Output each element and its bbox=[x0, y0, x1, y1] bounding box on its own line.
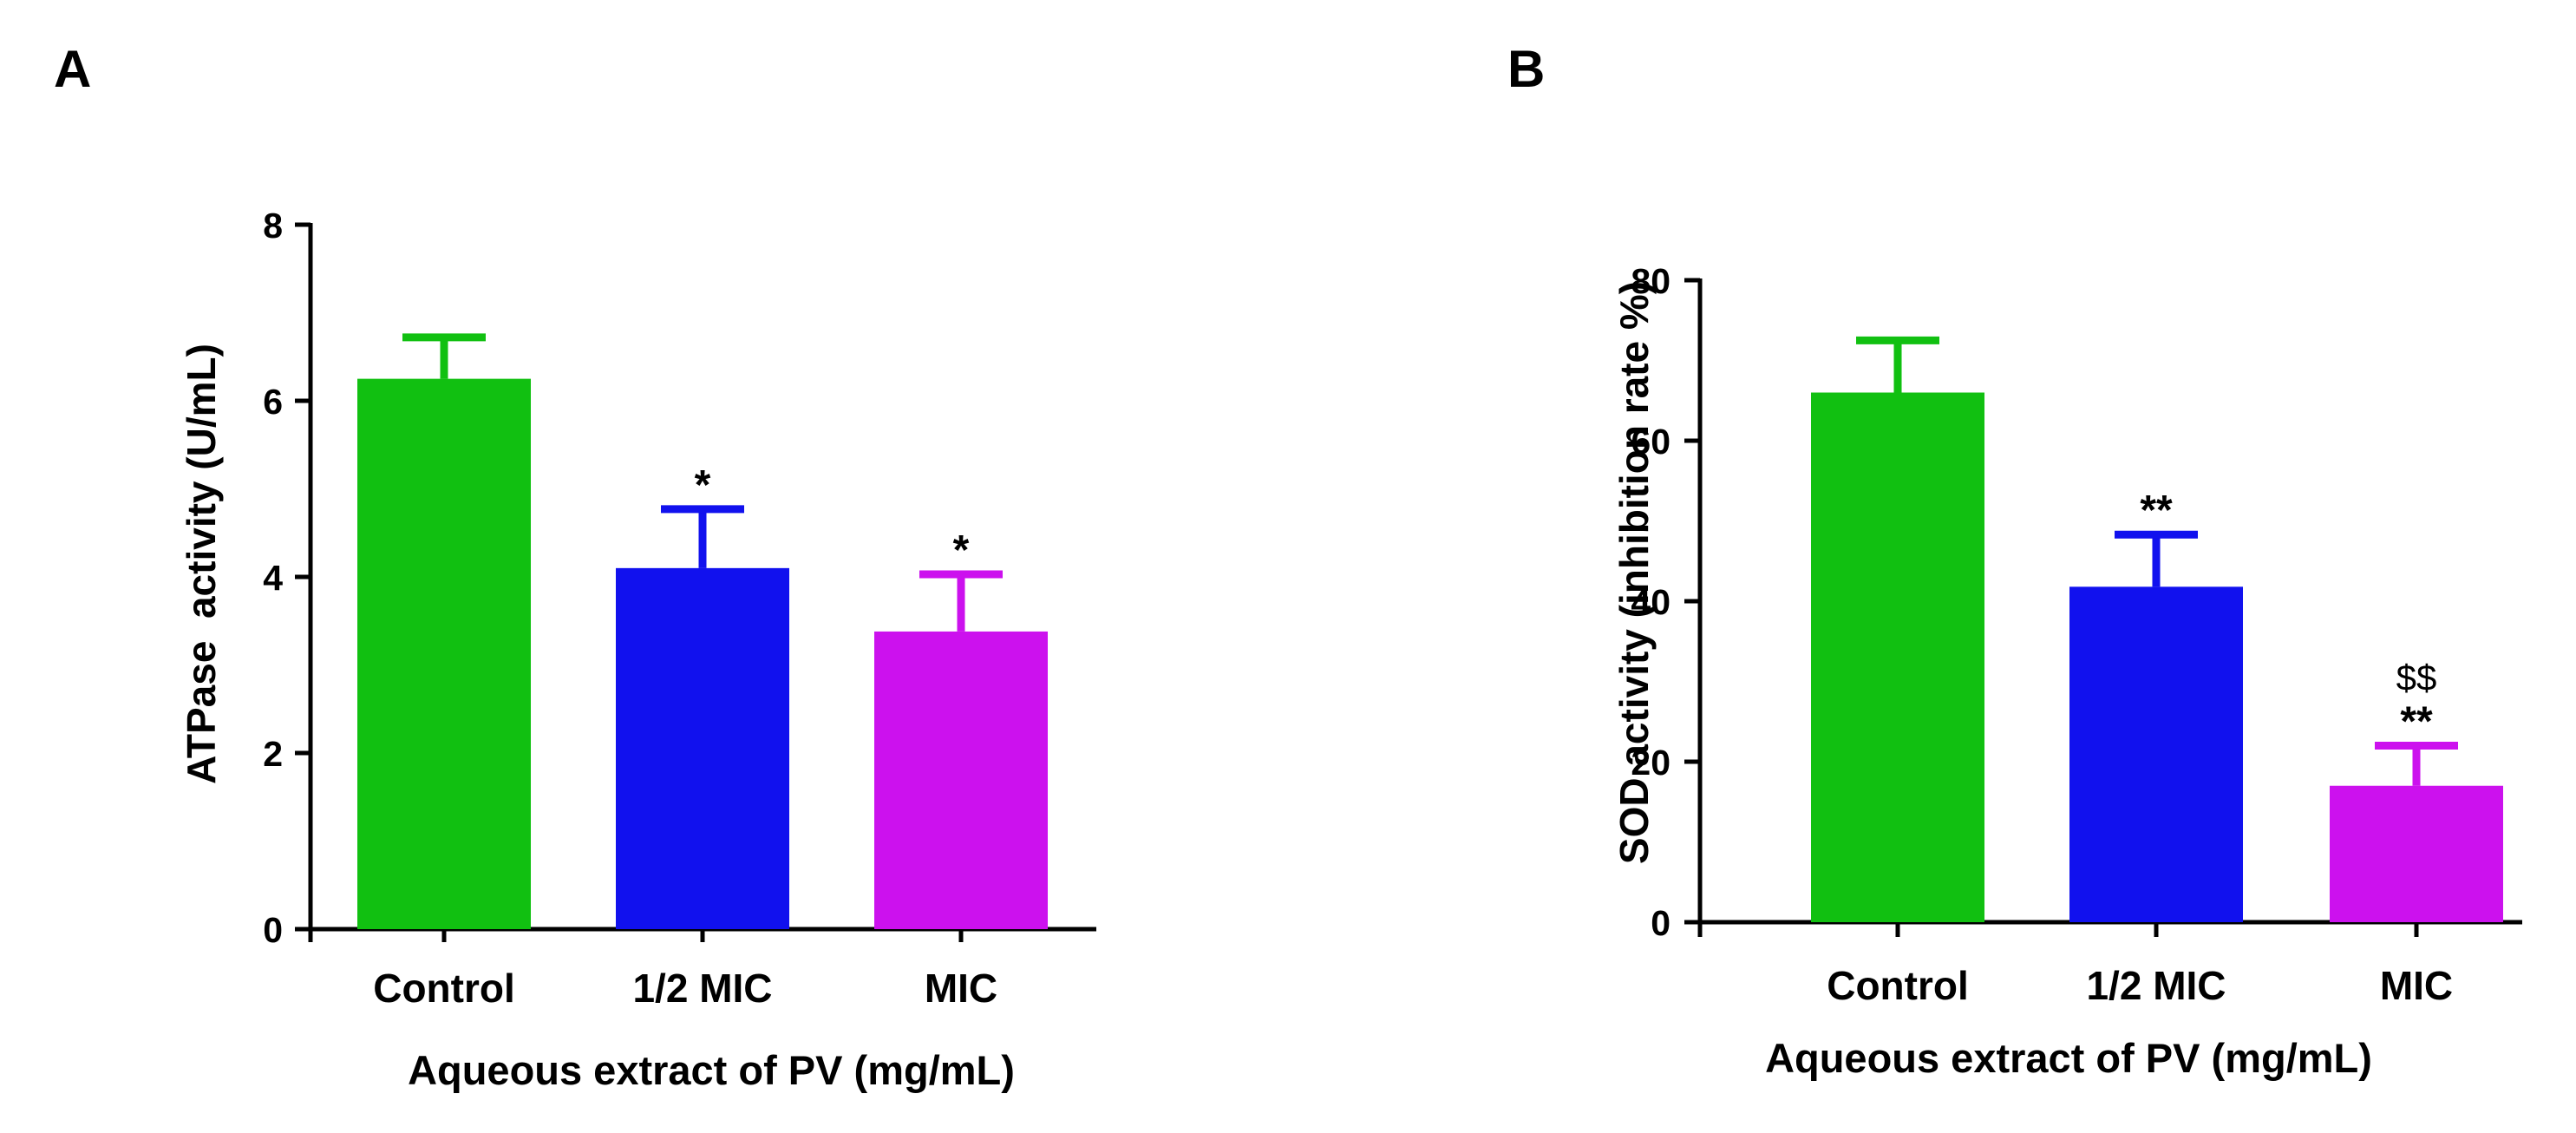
y-tick-label: 20 bbox=[1631, 743, 1670, 783]
panel-letter: B bbox=[1507, 40, 1545, 98]
significance-label-secondary: $$ bbox=[2396, 658, 2437, 698]
y-tick-label: 0 bbox=[1651, 903, 1670, 943]
x-tick-label: 1/2 MIC bbox=[2086, 963, 2226, 1008]
bar bbox=[616, 567, 789, 929]
significance-label: * bbox=[953, 527, 970, 573]
panel-letter: A bbox=[54, 40, 91, 98]
significance-label: ** bbox=[2140, 488, 2173, 534]
bar bbox=[2330, 785, 2503, 922]
significance-label: ** bbox=[2400, 699, 2433, 745]
y-tick-label: 60 bbox=[1631, 422, 1670, 462]
y-tick-label: 40 bbox=[1631, 582, 1670, 622]
x-tick-label: 1/2 MIC bbox=[632, 966, 772, 1011]
y-tick-label: 4 bbox=[263, 558, 283, 598]
y-tick-label: 8 bbox=[263, 206, 283, 246]
y-tick-label: 0 bbox=[263, 910, 283, 950]
panel-a: A 0 2 4 6 8 Control 1/2 MIC * MIC * Aqueous extract… bbox=[54, 40, 1096, 1093]
bar bbox=[874, 631, 1048, 929]
x-tick-label: Control bbox=[1827, 963, 1969, 1008]
y-axis-title: SOD activity (inhibition rate %) bbox=[1612, 281, 1657, 864]
x-axis-title: Aqueous extract of PV (mg/mL) bbox=[408, 1047, 1015, 1093]
bar bbox=[357, 378, 531, 929]
bar bbox=[1811, 392, 1984, 922]
significance-label: * bbox=[695, 462, 711, 508]
bar bbox=[2069, 586, 2243, 922]
y-tick-label: 2 bbox=[263, 734, 283, 774]
y-axis-title: ATPase activity (U/mL) bbox=[179, 344, 224, 784]
x-tick-label: Control bbox=[373, 966, 515, 1011]
x-tick-label: MIC bbox=[2380, 963, 2453, 1008]
y-tick-label: 80 bbox=[1631, 261, 1670, 301]
x-axis-title: Aqueous extract of PV (mg/mL) bbox=[1765, 1035, 2372, 1081]
x-tick-label: MIC bbox=[925, 966, 997, 1011]
y-tick-label: 6 bbox=[263, 382, 283, 422]
